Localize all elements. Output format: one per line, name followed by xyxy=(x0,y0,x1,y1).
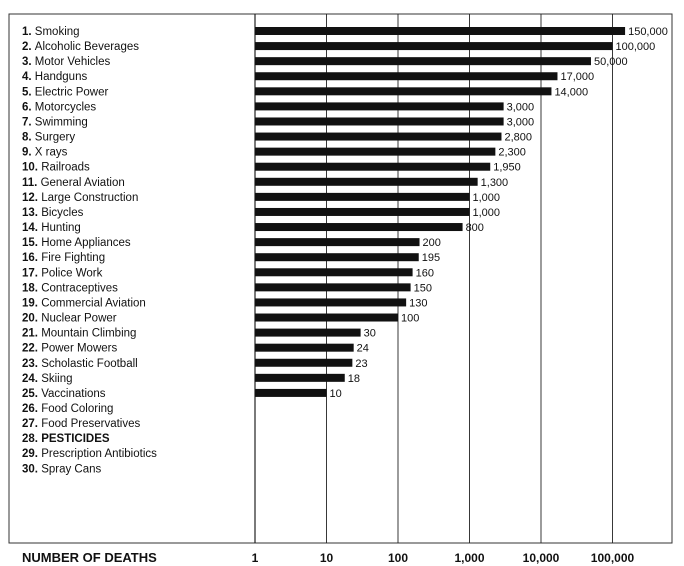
value-label: 30 xyxy=(364,328,376,340)
bar xyxy=(255,283,411,292)
category-label: 17. Police Work xyxy=(22,267,103,279)
bar xyxy=(255,207,470,216)
x-tick-label: 10 xyxy=(320,551,334,565)
bar xyxy=(255,253,419,262)
value-label: 150 xyxy=(414,282,432,294)
gridlines xyxy=(254,14,613,543)
value-label: 100,000 xyxy=(616,41,656,53)
category-label: 10. Railroads xyxy=(22,162,90,174)
value-label: 23 xyxy=(355,358,367,370)
bar xyxy=(255,192,470,201)
value-label: 18 xyxy=(348,373,360,385)
bar xyxy=(255,343,354,352)
category-label: 20. Nuclear Power xyxy=(22,313,117,325)
category-label: 7. Swimming xyxy=(22,116,88,128)
plot-frame xyxy=(8,13,673,544)
value-label: 800 xyxy=(466,222,484,234)
bar xyxy=(255,147,496,156)
value-label: 1,300 xyxy=(481,177,509,189)
bar xyxy=(255,27,626,35)
value-label: 160 xyxy=(416,267,434,279)
value-label: 2,300 xyxy=(498,147,526,159)
category-label: 24. Skiing xyxy=(22,373,73,385)
bar xyxy=(255,177,478,186)
category-label: 9. X rays xyxy=(22,147,68,159)
bar xyxy=(255,42,613,51)
value-label: 1,950 xyxy=(493,162,521,174)
value-label: 1,000 xyxy=(473,207,501,219)
category-label: 12. Large Construction xyxy=(22,192,138,204)
bar xyxy=(255,223,463,232)
value-label: 200 xyxy=(423,237,441,249)
category-label: 14. Hunting xyxy=(22,222,81,234)
bar xyxy=(255,117,504,126)
value-label: 1,000 xyxy=(473,192,501,204)
value-label: 50,000 xyxy=(594,56,628,68)
bar xyxy=(255,373,345,382)
x-tick-label: 1,000 xyxy=(454,551,484,565)
category-label: 23. Scholastic Football xyxy=(22,358,138,370)
value-label: 2,800 xyxy=(504,132,532,144)
bar xyxy=(255,102,504,111)
category-label: 3. Motor Vehicles xyxy=(22,56,110,68)
x-tick-label: 10,000 xyxy=(523,551,560,565)
bars xyxy=(255,27,626,397)
bar xyxy=(255,72,558,81)
category-label: 15. Home Appliances xyxy=(22,237,131,249)
category-label: 21. Mountain Climbing xyxy=(22,328,136,340)
bar xyxy=(255,238,420,247)
category-label: 4. Handguns xyxy=(22,71,87,83)
category-label: 16. Fire Fighting xyxy=(22,252,105,264)
category-label: 8. Surgery xyxy=(22,132,75,144)
category-label: 2. Alcoholic Beverages xyxy=(22,41,139,53)
value-label: 24 xyxy=(357,343,369,355)
value-label: 195 xyxy=(422,252,440,264)
category-label: 19. Commercial Aviation xyxy=(22,297,146,309)
category-label: 27. Food Preservatives xyxy=(22,418,141,430)
bar xyxy=(255,162,491,171)
x-tick-label: 100 xyxy=(388,551,408,565)
category-label: 30. Spray Cans xyxy=(22,463,102,475)
bar xyxy=(255,388,327,397)
bar xyxy=(255,87,552,96)
category-label: 22. Power Mowers xyxy=(22,343,117,355)
category-label: 5. Electric Power xyxy=(22,86,108,98)
bar xyxy=(255,298,407,307)
category-labels: 1. Smoking 2. Alcoholic Beverages 3. Motor… xyxy=(22,26,157,475)
category-label: 6. Motorcycles xyxy=(22,101,96,113)
bar xyxy=(255,132,502,141)
bar xyxy=(255,328,361,337)
value-label: 3,000 xyxy=(507,101,535,113)
x-axis-ticks: 1 10 100 1,000 10,000 100,000 xyxy=(252,551,635,565)
category-label: 18. Contraceptives xyxy=(22,282,118,294)
value-label: 3,000 xyxy=(507,116,535,128)
value-label: 14,000 xyxy=(554,86,588,98)
x-tick-label: 100,000 xyxy=(591,551,635,565)
value-label: 150,000 xyxy=(628,26,668,38)
bar xyxy=(255,268,413,277)
category-label: 26. Food Coloring xyxy=(22,403,113,415)
category-label: 13. Bicycles xyxy=(22,207,84,219)
category-label: 25. Vaccinations xyxy=(22,388,106,400)
value-label: 130 xyxy=(409,297,427,309)
category-label: 28. PESTICIDES xyxy=(22,433,110,445)
x-tick-label: 1 xyxy=(252,551,259,565)
value-label: 100 xyxy=(401,313,419,325)
category-label: 11. General Aviation xyxy=(22,177,125,189)
bar xyxy=(255,57,591,66)
category-label: 29. Prescription Antibiotics xyxy=(22,448,157,460)
category-label: 1. Smoking xyxy=(22,26,80,38)
bar xyxy=(255,313,398,322)
x-axis-title: NUMBER OF DEATHS xyxy=(22,550,157,565)
value-label: 10 xyxy=(330,388,342,400)
value-label: 17,000 xyxy=(560,71,594,83)
bar xyxy=(255,358,353,367)
chart-frame xyxy=(8,13,673,544)
